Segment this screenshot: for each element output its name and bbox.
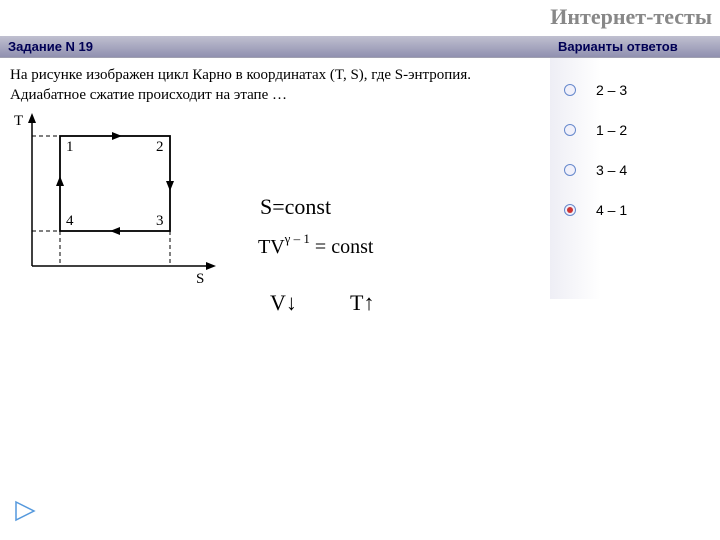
- answer-option-1[interactable]: 2 – 3: [550, 70, 720, 110]
- answer-option-2[interactable]: 1 – 2: [550, 110, 720, 150]
- answer-label: 4 – 1: [596, 202, 627, 218]
- radio-icon[interactable]: [564, 204, 576, 216]
- answer-label: 2 – 3: [596, 82, 627, 98]
- radio-icon[interactable]: [564, 124, 576, 136]
- task-label: Задание N 19: [0, 36, 550, 58]
- point-1: 1: [66, 139, 74, 155]
- header-row: Задание N 19 Варианты ответов: [0, 36, 720, 58]
- equation-adiabat: TVγ – 1 = const: [258, 236, 373, 259]
- diagram-svg: T S 1 2 3 4: [10, 111, 230, 291]
- axis-x-label: S: [196, 271, 204, 287]
- eq2-post: = const: [310, 236, 374, 258]
- point-2: 2: [156, 139, 164, 155]
- answers-header: Варианты ответов: [550, 36, 720, 58]
- eq2-exp: γ – 1: [285, 231, 310, 246]
- question-area: На рисунке изображен цикл Карно в коорди…: [0, 58, 550, 299]
- equation-v-down: V↓: [270, 290, 297, 316]
- answer-label: 1 – 2: [596, 122, 627, 138]
- triangle-right-icon: [12, 499, 38, 523]
- radio-icon[interactable]: [564, 84, 576, 96]
- equation-s-const: S=const: [260, 194, 331, 220]
- content-row: На рисунке изображен цикл Карно в коорди…: [0, 58, 720, 299]
- next-arrow-button[interactable]: [12, 499, 38, 528]
- equation-t-up: T↑: [350, 290, 374, 316]
- question-text: На рисунке изображен цикл Карно в коорди…: [10, 66, 540, 105]
- answers-panel: 2 – 3 1 – 2 3 – 4 4 – 1: [550, 58, 720, 299]
- carnot-diagram: T S 1 2 3 4: [10, 111, 230, 291]
- point-4: 4: [66, 213, 74, 229]
- answer-label: 3 – 4: [596, 162, 627, 178]
- radio-icon[interactable]: [564, 164, 576, 176]
- eq2-pre: TV: [258, 236, 285, 258]
- answer-option-4[interactable]: 4 – 1: [550, 190, 720, 230]
- answer-option-3[interactable]: 3 – 4: [550, 150, 720, 190]
- point-3: 3: [156, 213, 164, 229]
- axis-y-label: T: [14, 113, 23, 129]
- page-title: Интернет-тесты: [0, 0, 720, 36]
